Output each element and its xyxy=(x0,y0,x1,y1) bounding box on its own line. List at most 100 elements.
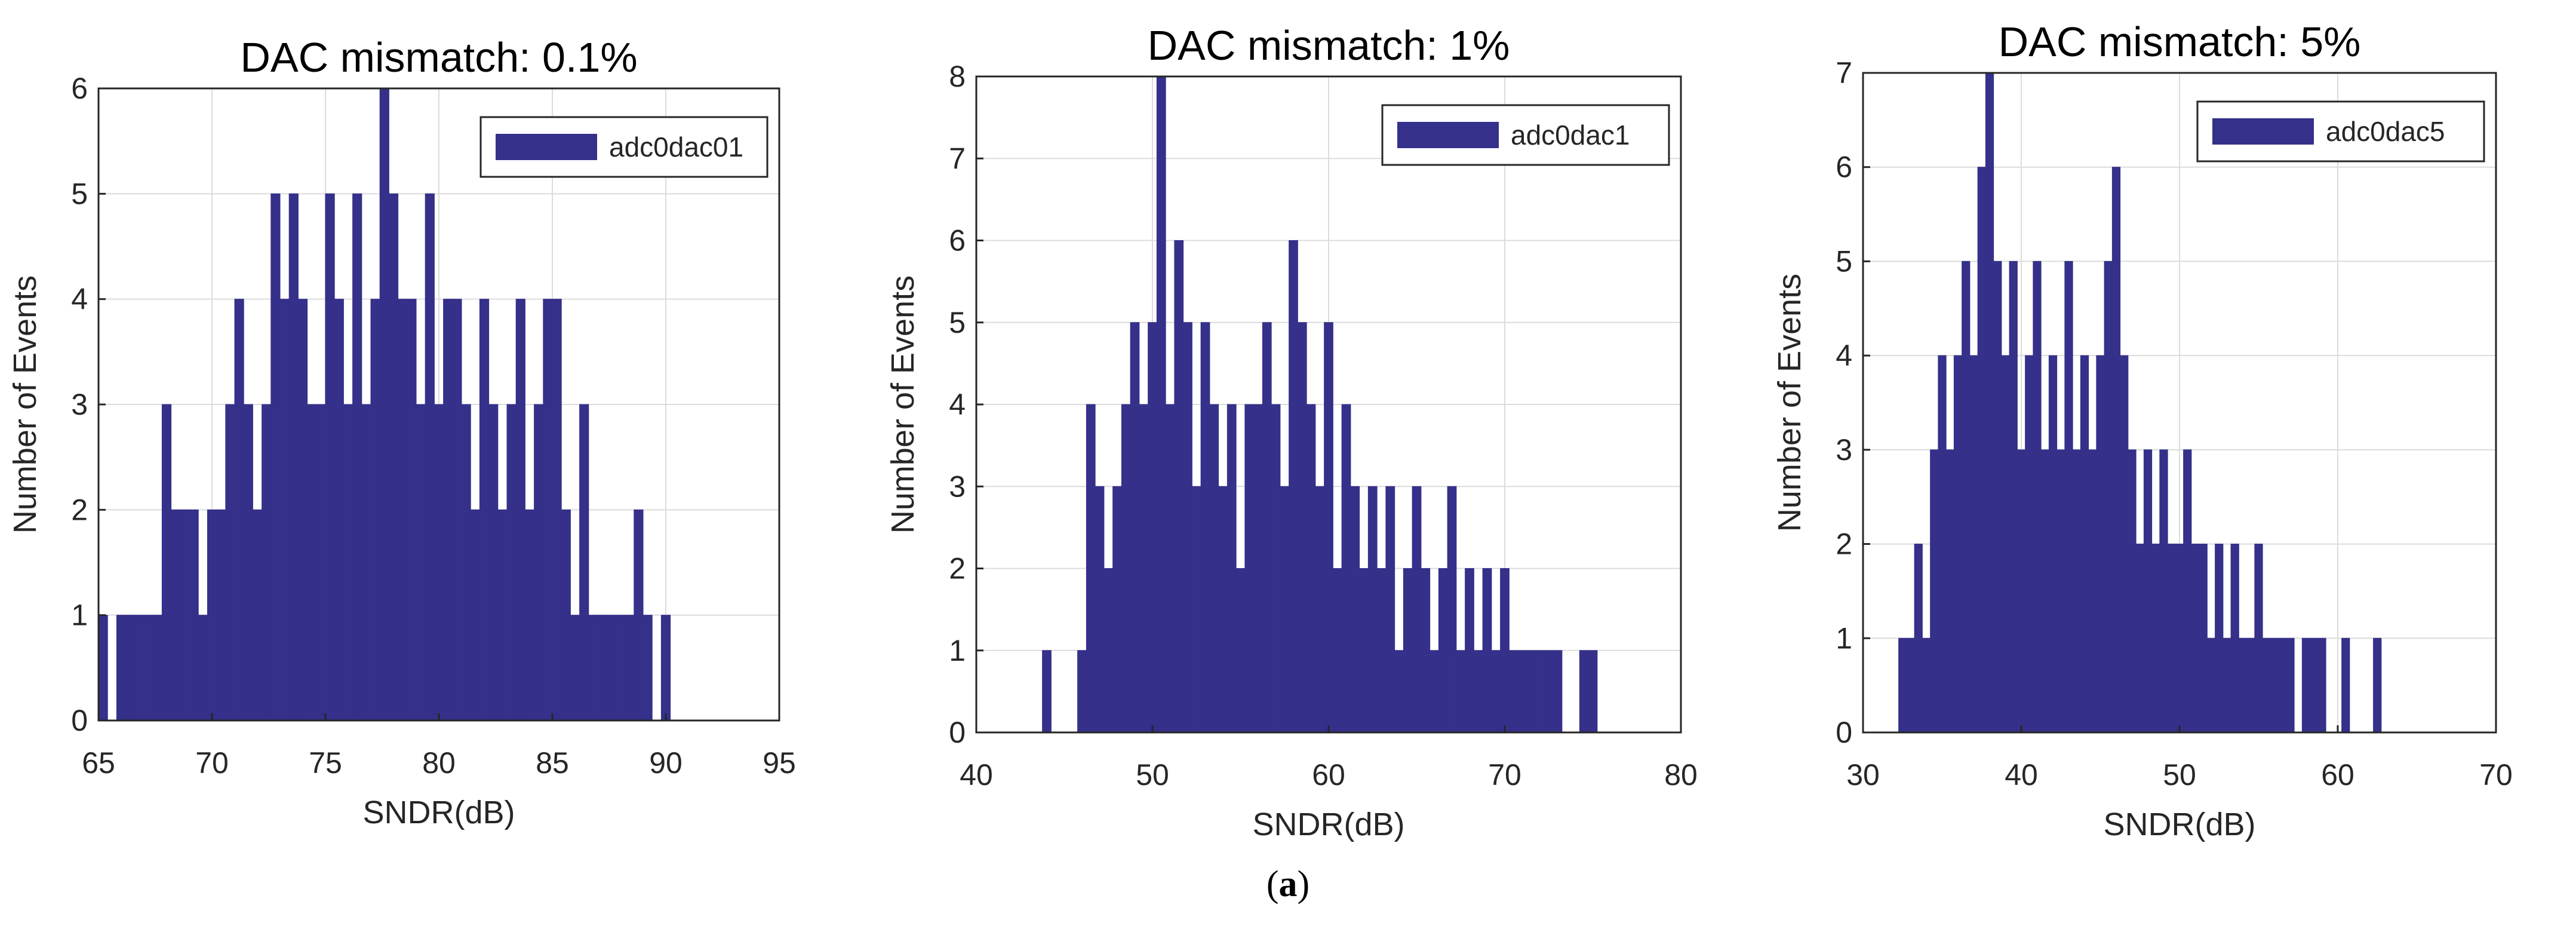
histogram-bar xyxy=(2009,260,2018,733)
histogram-bar xyxy=(1544,650,1554,733)
y-tick-label: 0 xyxy=(949,716,966,749)
histogram-bar xyxy=(1491,650,1501,733)
histogram-bar xyxy=(515,299,525,721)
histogram-bar xyxy=(1898,637,1907,733)
y-axis-label: Number of Events xyxy=(7,275,43,534)
histogram-bar xyxy=(207,509,217,721)
x-tick-label: 90 xyxy=(649,746,683,780)
histogram-bar xyxy=(1112,486,1122,733)
histogram-bar xyxy=(2262,637,2271,733)
histogram-bar xyxy=(1253,404,1263,733)
histogram-bar xyxy=(1394,650,1404,733)
histogram-bar xyxy=(425,193,435,721)
histogram-bar xyxy=(2057,449,2065,733)
y-tick-label: 3 xyxy=(949,470,966,503)
histogram-bar xyxy=(252,509,263,721)
histogram-bar xyxy=(234,299,244,721)
histogram-bar xyxy=(1103,568,1114,733)
histogram-bar xyxy=(2223,637,2231,733)
histogram-bar xyxy=(1121,404,1131,733)
y-tick-label: 1 xyxy=(949,634,966,667)
histogram-bar xyxy=(570,615,580,721)
histogram-bar xyxy=(434,404,444,721)
histogram-bar xyxy=(2246,637,2255,733)
histogram-bar xyxy=(116,615,127,721)
histogram-bar xyxy=(1535,650,1545,733)
figure-caption: (a) xyxy=(0,863,2576,906)
histogram-panel-dac-0-1: 65 70 75 80 85 90 95 0 1 2 3 4 5 6 DAC mismatch: 0.1% S… xyxy=(7,34,796,830)
histogram-bar xyxy=(216,509,226,721)
histogram-bar xyxy=(625,615,635,721)
histogram-bar xyxy=(1430,650,1439,733)
legend-label: adc0dac5 xyxy=(2326,116,2445,147)
x-axis-label: SNDR(dB) xyxy=(1252,807,1404,842)
caption-letter: a xyxy=(1278,864,1298,905)
histogram-bar xyxy=(1095,486,1105,733)
histogram-bar xyxy=(606,615,616,721)
y-tick-label: 2 xyxy=(1836,528,1852,561)
histogram-bar xyxy=(615,615,626,721)
histogram-bar xyxy=(398,299,408,721)
histogram-bar xyxy=(243,404,253,721)
y-tick-label: 6 xyxy=(1836,151,1852,184)
histogram-bar xyxy=(288,193,299,721)
histogram-bar xyxy=(2072,449,2081,733)
caption-close-paren: ) xyxy=(1297,864,1310,905)
histogram-bar xyxy=(1985,72,1994,733)
histogram-bar xyxy=(297,299,308,721)
histogram-bar xyxy=(1200,322,1210,733)
histogram-bar xyxy=(1447,486,1457,733)
histogram-bar xyxy=(370,299,380,721)
histogram-bar xyxy=(388,193,399,721)
histogram-bar xyxy=(1367,486,1378,733)
histogram-bar xyxy=(1945,449,1954,733)
histogram-bar xyxy=(2238,637,2248,733)
y-axis-label: Number of Events xyxy=(1772,274,1807,532)
histogram-bar xyxy=(1553,650,1563,733)
histogram-bar xyxy=(1993,260,2002,733)
y-tick-label: 8 xyxy=(949,60,966,93)
histogram-bar xyxy=(2206,637,2216,733)
histogram-bar xyxy=(1500,568,1510,733)
histogram-bar xyxy=(561,509,571,721)
x-tick-label: 80 xyxy=(1664,758,1698,792)
histogram-bar xyxy=(660,615,671,721)
histogram-bar xyxy=(2096,355,2105,733)
histogram-bar xyxy=(1962,260,1971,733)
histogram-bar xyxy=(1953,355,1963,733)
y-tick-label: 1 xyxy=(71,599,88,632)
y-tick-label: 4 xyxy=(71,283,88,316)
histogram-bar xyxy=(1977,167,1986,733)
histogram-bar xyxy=(2120,355,2129,733)
histogram-bar xyxy=(2080,355,2089,733)
histogram-bar xyxy=(1412,486,1422,733)
histogram-bar xyxy=(2143,449,2153,733)
histogram-bar xyxy=(2286,637,2295,733)
histogram-bar xyxy=(2033,260,2042,733)
y-tick-label: 3 xyxy=(71,388,88,421)
histogram-bar xyxy=(361,404,371,721)
x-tick-label: 70 xyxy=(1488,758,1521,792)
histogram-bar xyxy=(1191,486,1201,733)
histogram-bar xyxy=(180,509,190,721)
y-tick-label: 7 xyxy=(949,142,966,175)
histogram-bar xyxy=(2191,544,2200,733)
histogram-bar xyxy=(2159,449,2168,733)
histogram-bar xyxy=(279,299,290,721)
histogram-bar xyxy=(1148,322,1157,733)
histogram-bar xyxy=(416,404,426,721)
histogram-bar xyxy=(579,404,589,721)
x-tick-label: 30 xyxy=(1846,758,1880,792)
histogram-bar xyxy=(161,404,172,721)
chart-title: DAC mismatch: 1% xyxy=(1148,22,1510,69)
y-tick-label: 6 xyxy=(949,224,966,257)
y-tick-label: 0 xyxy=(71,704,88,737)
histogram-bar xyxy=(1456,650,1466,733)
histogram-bar xyxy=(98,615,108,721)
x-tick-label: 70 xyxy=(2479,758,2513,792)
histogram-bar xyxy=(1306,404,1316,733)
histogram-bar xyxy=(2048,355,2058,733)
histogram-bar xyxy=(407,299,417,721)
y-tick-label: 2 xyxy=(71,493,88,526)
y-axis-label: Number of Events xyxy=(885,275,921,534)
